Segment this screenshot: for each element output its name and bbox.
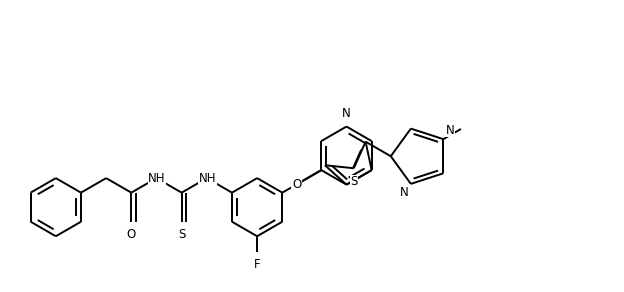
Text: F: F bbox=[254, 258, 260, 271]
Text: NH: NH bbox=[148, 172, 165, 185]
Text: N: N bbox=[342, 107, 351, 120]
Text: O: O bbox=[127, 228, 136, 241]
Text: N: N bbox=[400, 186, 409, 199]
Text: S: S bbox=[350, 175, 358, 188]
Text: N: N bbox=[446, 124, 454, 137]
Text: NH: NH bbox=[198, 172, 216, 185]
Text: O: O bbox=[292, 178, 301, 191]
Text: S: S bbox=[178, 228, 185, 241]
